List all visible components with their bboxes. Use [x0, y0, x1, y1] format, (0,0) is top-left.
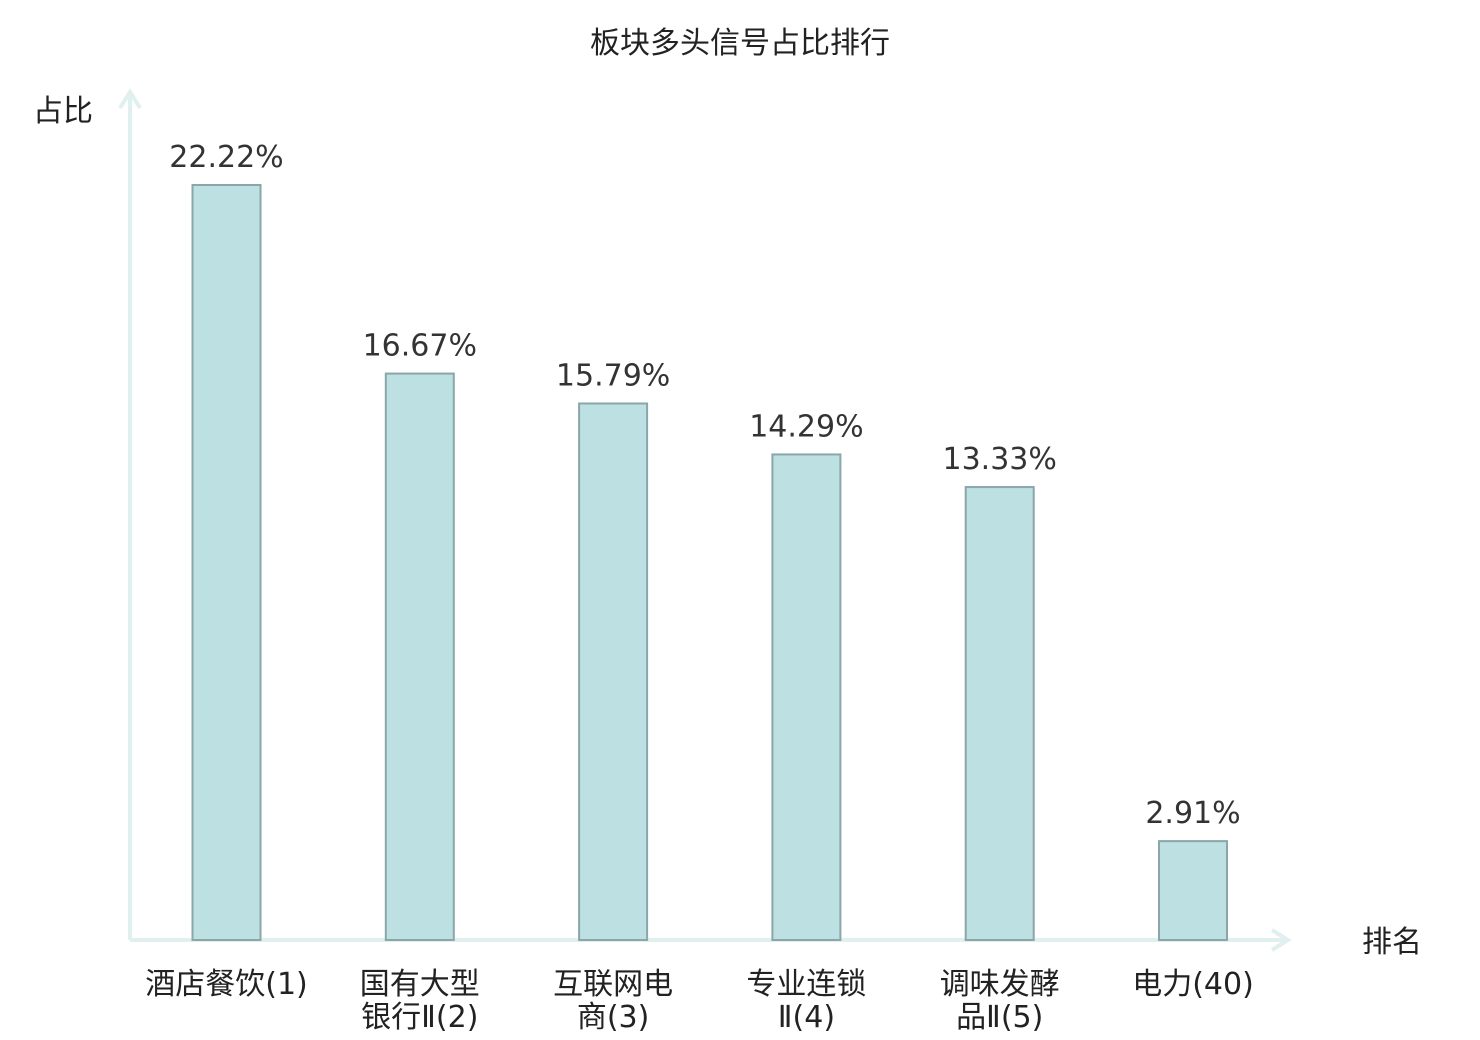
category-label: 专业连锁	[746, 967, 866, 1002]
bar	[384, 372, 455, 942]
category-label: 酒店餐饮(1)	[145, 967, 308, 1002]
value-label: 13.33%	[943, 442, 1057, 477]
category-label: 国有大型	[360, 967, 480, 1002]
axes	[118, 88, 1292, 952]
bar	[578, 402, 649, 942]
category-label: 电力(40)	[1132, 967, 1254, 1002]
bar	[1158, 840, 1228, 941]
bar	[964, 486, 1035, 941]
chart-title: 板块多头信号占比排行	[590, 26, 890, 61]
value-label: 2.91%	[1145, 796, 1240, 831]
bars	[191, 184, 1228, 942]
category-label: 银行Ⅱ(2)	[361, 1000, 478, 1035]
bar	[191, 184, 262, 941]
category-label: 品Ⅱ(5)	[956, 1000, 1043, 1035]
value-label: 15.79%	[556, 358, 670, 393]
bar	[771, 453, 842, 941]
value-labels: 22.22% 16.67% 15.79% 14.29% 13.33% 2.91%	[169, 140, 1240, 831]
y-axis-title: 占比	[33, 94, 93, 129]
value-label: 16.67%	[363, 329, 477, 364]
x-axis-title: 排名	[1362, 925, 1422, 960]
x-axis-arrow	[1270, 928, 1292, 952]
category-label: 商(3)	[577, 1000, 650, 1035]
value-label: 14.29%	[749, 409, 863, 444]
y-axis-arrow	[118, 88, 142, 110]
category-label: 互联网电	[553, 967, 673, 1002]
category-label: Ⅱ(4)	[778, 1000, 835, 1035]
category-label: 调味发酵	[940, 967, 1060, 1002]
value-label: 22.22%	[169, 140, 283, 175]
